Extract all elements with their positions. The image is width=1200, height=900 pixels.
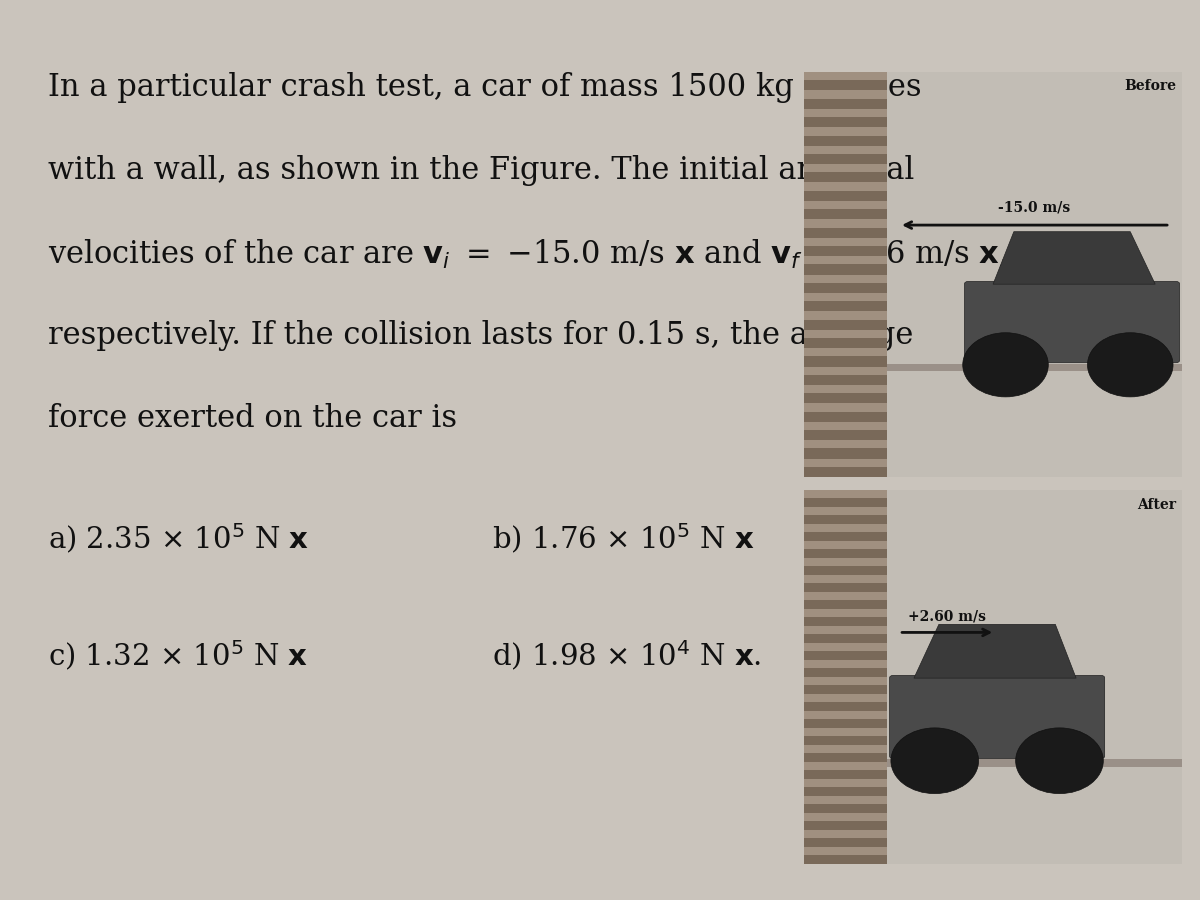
Bar (804, 600, 887, 609)
Bar (804, 374, 887, 385)
Bar (804, 787, 887, 796)
Bar (804, 651, 887, 661)
Bar (804, 685, 887, 694)
Bar (804, 191, 887, 201)
Text: force exerted on the car is: force exerted on the car is (48, 403, 457, 434)
Polygon shape (994, 231, 1156, 284)
Bar (804, 736, 887, 745)
Bar (804, 72, 1182, 477)
Bar (804, 172, 887, 183)
Bar (804, 719, 887, 728)
Bar (804, 583, 887, 592)
Text: a) 2.35 $\times$ 10$^5$ N $\mathbf{x}$: a) 2.35 $\times$ 10$^5$ N $\mathbf{x}$ (48, 522, 310, 556)
Bar (804, 136, 887, 146)
Bar (804, 302, 887, 311)
Circle shape (962, 333, 1049, 397)
Bar (804, 515, 887, 525)
Bar (804, 72, 887, 477)
Bar (887, 760, 1182, 767)
Bar (804, 154, 887, 164)
Bar (804, 448, 887, 459)
Bar (804, 80, 887, 90)
Text: Before: Before (1124, 79, 1176, 94)
Text: In a particular crash test, a car of mass 1500 kg collides: In a particular crash test, a car of mas… (48, 72, 922, 103)
Text: -15.0 m/s: -15.0 m/s (998, 201, 1070, 214)
Bar (804, 617, 887, 626)
Bar (804, 549, 887, 558)
Text: velocities of the car are $\mathbf{v}_i$ $=$ $-$15.0 m/s $\mathbf{x}$ and $\math: velocities of the car are $\mathbf{v}_i$… (48, 238, 1007, 271)
Text: with a wall, as shown in the Figure. The initial and final: with a wall, as shown in the Figure. The… (48, 155, 914, 185)
Bar (804, 855, 887, 864)
Bar (804, 804, 887, 813)
Text: b) 1.76 $\times$ 10$^5$ N $\mathbf{x}$: b) 1.76 $\times$ 10$^5$ N $\mathbf{x}$ (492, 522, 755, 556)
Bar (804, 209, 887, 220)
Bar (804, 320, 887, 329)
Bar (804, 246, 887, 256)
Bar (804, 498, 887, 508)
Circle shape (1087, 333, 1174, 397)
Polygon shape (914, 625, 1076, 678)
Text: +2.60 m/s: +2.60 m/s (908, 609, 986, 624)
Bar (804, 283, 887, 293)
Text: respectively. If the collision lasts for 0.15 s, the average: respectively. If the collision lasts for… (48, 320, 913, 351)
FancyBboxPatch shape (889, 675, 1105, 759)
Bar (804, 491, 887, 864)
Text: c) 1.32 $\times$ 10$^5$ N $\mathbf{x}$: c) 1.32 $\times$ 10$^5$ N $\mathbf{x}$ (48, 639, 308, 673)
Bar (804, 491, 1182, 864)
Bar (804, 338, 887, 348)
FancyBboxPatch shape (965, 282, 1180, 363)
Bar (804, 467, 887, 477)
Bar (804, 430, 887, 440)
Text: d) 1.98 $\times$ 10$^4$ N $\mathbf{x}$.: d) 1.98 $\times$ 10$^4$ N $\mathbf{x}$. (492, 639, 762, 673)
Text: After: After (1138, 498, 1176, 512)
Circle shape (1015, 728, 1103, 794)
Bar (804, 228, 887, 238)
Bar (804, 411, 887, 422)
Circle shape (890, 728, 978, 794)
Bar (804, 566, 887, 575)
Bar (804, 393, 887, 403)
Bar (804, 752, 887, 762)
Bar (804, 668, 887, 677)
Bar (804, 265, 887, 274)
Bar (804, 770, 887, 779)
Bar (804, 117, 887, 127)
Bar (804, 356, 887, 366)
Bar (804, 702, 887, 711)
Bar (804, 821, 887, 830)
Bar (887, 364, 1182, 371)
Bar (804, 634, 887, 643)
Bar (804, 99, 887, 109)
Bar (804, 532, 887, 542)
Bar (804, 838, 887, 847)
